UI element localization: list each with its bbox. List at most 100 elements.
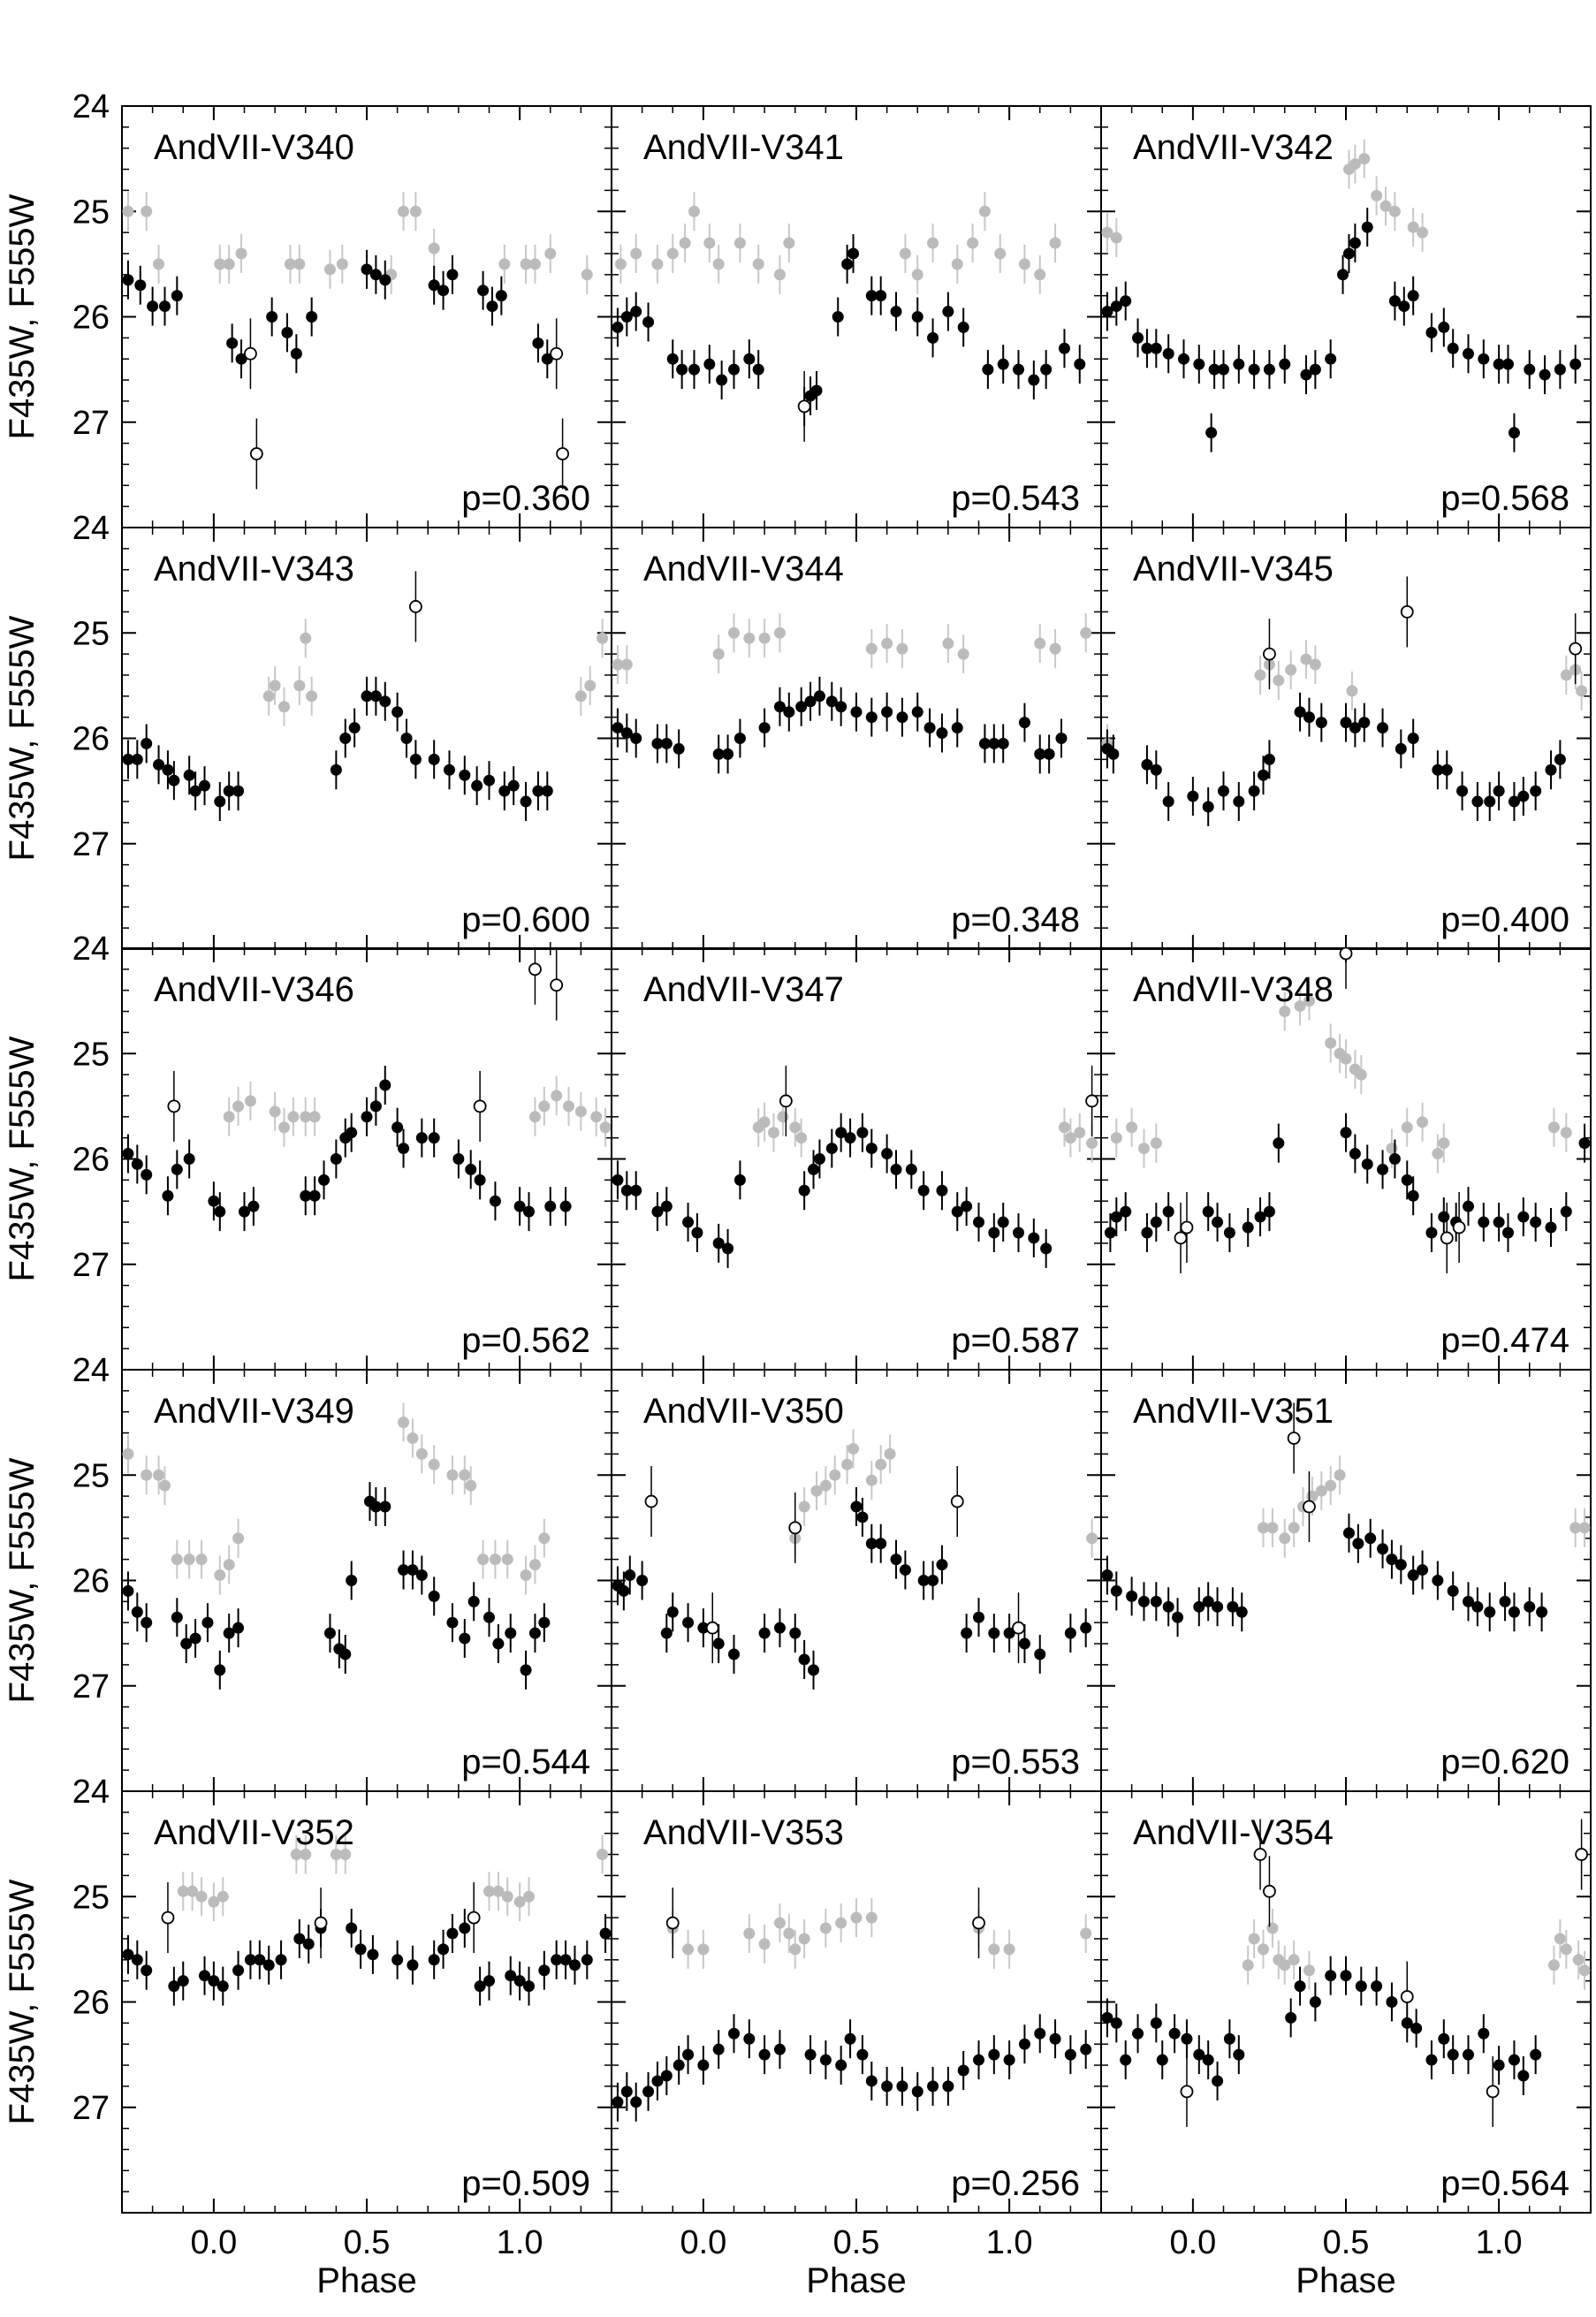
f555w-point [528, 1111, 541, 1123]
f555w-point [300, 1849, 312, 1861]
y-tick-label: 24 [72, 931, 110, 968]
f435w-point [217, 1980, 229, 1993]
f435w-point [1352, 1538, 1364, 1550]
f555w-point [244, 1095, 256, 1107]
y-axis-title: F435W, F555W [3, 1879, 42, 2124]
x-tick-label: 1.0 [986, 2224, 1033, 2261]
f435w-point [1545, 763, 1557, 776]
f555w-point [1294, 1000, 1306, 1013]
f435w-point [1141, 1227, 1153, 1239]
f435w-point [850, 1500, 863, 1513]
f435w-point [1202, 1205, 1214, 1218]
f435w-point [957, 321, 969, 333]
f435w-point [1315, 717, 1327, 729]
f435w-point [428, 279, 440, 292]
f435w-point [459, 1632, 471, 1645]
period-label: p=0.553 [951, 1743, 1080, 1781]
f555w-point [697, 1943, 710, 1956]
y-tick-label: 24 [72, 1774, 110, 1811]
f435w-point [890, 1554, 902, 1566]
f555w-point [269, 1105, 281, 1118]
f435w-point [348, 722, 361, 734]
panel-title: AndVII-V341 [643, 128, 844, 167]
f435w-point [630, 1184, 642, 1196]
panel-title: AndVII-V354 [1133, 1813, 1334, 1852]
f555w-point [177, 1885, 189, 1897]
f435w-point [532, 337, 544, 349]
f435w-point [409, 753, 422, 765]
f555w-point [339, 1849, 352, 1861]
data-points [122, 192, 593, 490]
panel-title: AndVII-V346 [154, 970, 354, 1009]
f555w-point [599, 1121, 612, 1134]
f435w-point [1218, 785, 1229, 797]
rejected-point [1303, 1500, 1316, 1514]
f435w-point [1202, 2054, 1214, 2066]
f555w-point [994, 247, 1007, 260]
x-tick-label: 0.5 [1323, 2224, 1370, 2261]
f435w-point [141, 1616, 153, 1629]
f555w-point [1126, 1121, 1138, 1134]
x-tick-label: 0.0 [1169, 2224, 1216, 2261]
f435w-point [168, 774, 180, 786]
f435w-point [758, 2048, 771, 2061]
panel-frame [121, 105, 612, 528]
f555w-point [141, 1469, 153, 1481]
rejected-point [249, 447, 263, 460]
f555w-point [1340, 1052, 1352, 1065]
f435w-point [951, 1205, 963, 1218]
f435w-point [835, 2059, 847, 2071]
rejected-point [1180, 2085, 1194, 2099]
f435w-point [1040, 363, 1053, 376]
f555w-point [1355, 1068, 1367, 1081]
f555w-point [728, 627, 740, 639]
f555w-point [1137, 1143, 1150, 1155]
f435w-point [722, 1242, 734, 1255]
f435w-point [131, 753, 143, 765]
f435w-point [1212, 1600, 1224, 1613]
f435w-point [239, 1205, 250, 1218]
f555w-point [819, 1922, 832, 1934]
f435w-point [415, 1132, 428, 1144]
f435w-point [618, 1584, 630, 1597]
f435w-point [835, 701, 847, 713]
f435w-point [620, 1184, 633, 1196]
f555w-point [835, 1917, 847, 1929]
f555w-point [290, 1849, 302, 1861]
f555w-point [712, 648, 725, 660]
f435w-point [346, 1575, 358, 1586]
f555w-point [223, 1111, 235, 1123]
f435w-point [162, 1189, 174, 1202]
f435w-point [660, 737, 673, 749]
f435w-point [917, 1575, 930, 1586]
f435w-point [875, 290, 887, 302]
f435w-point [716, 374, 728, 386]
period-label: p=0.256 [951, 2164, 1080, 2203]
f435w-point [1395, 742, 1407, 755]
f555w-point [1003, 1943, 1015, 1956]
f555w-point [1358, 153, 1371, 165]
f435w-point [1193, 358, 1205, 370]
f555w-point [528, 1559, 541, 1571]
f435w-point [1432, 763, 1444, 776]
f435w-point [1263, 363, 1275, 376]
period-label: p=0.360 [461, 479, 590, 518]
f435w-point [520, 1664, 532, 1676]
y-tick-label: 27 [72, 405, 110, 442]
panel-grid: AndVII-V340p=0.360AndVII-V341p=0.543AndV… [121, 105, 1592, 2214]
f435w-point [346, 1127, 358, 1139]
f435w-point [1377, 722, 1389, 734]
f555w-point [1578, 1522, 1591, 1534]
f555w-point [666, 247, 679, 260]
y-tick-label: 24 [72, 510, 110, 547]
y-tick-label: 26 [72, 1563, 110, 1600]
f555w-point [223, 1559, 235, 1571]
f555w-point [712, 258, 725, 270]
panel-andvii-v343: AndVII-V343 p=0.600 [121, 527, 612, 950]
f555w-point [477, 1554, 490, 1566]
rejected-point [167, 1099, 181, 1113]
f555w-point [620, 658, 633, 671]
f435w-point [988, 1227, 1000, 1239]
rejected-point [1452, 1220, 1466, 1234]
panel-title: AndVII-V351 [1133, 1392, 1334, 1431]
